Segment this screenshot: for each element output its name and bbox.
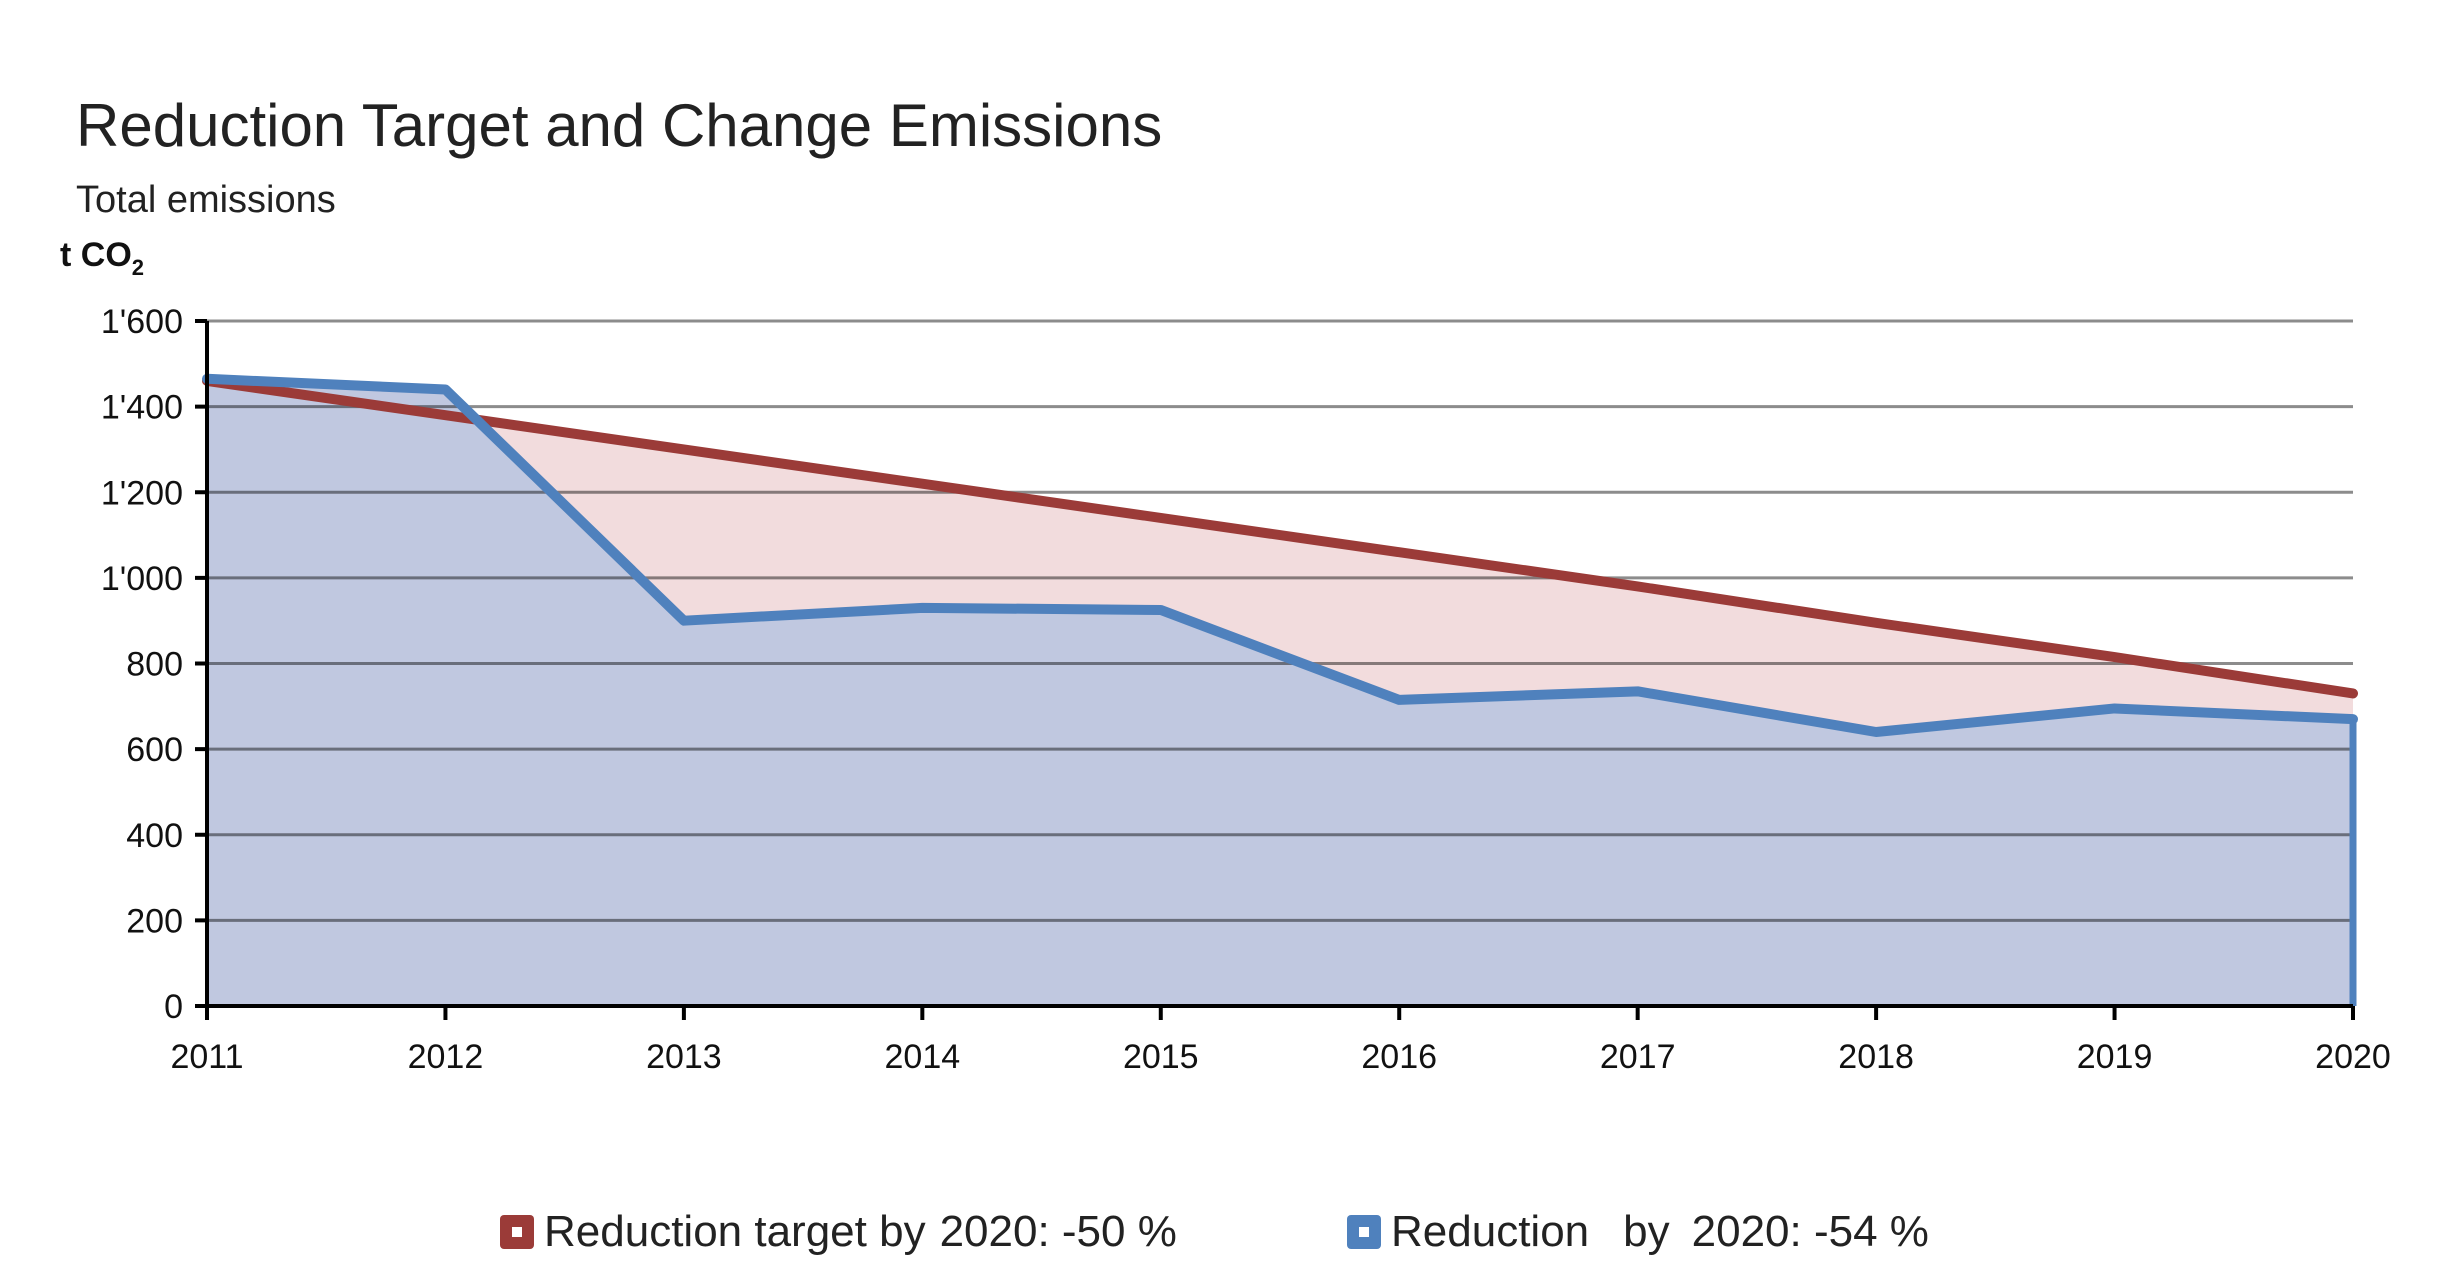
y-axis-unit: t CO2 bbox=[60, 236, 144, 280]
area-fill-actual bbox=[207, 378, 2353, 1006]
y-axis-unit-subscript: 2 bbox=[132, 255, 144, 280]
series-lines bbox=[202, 373, 2358, 1006]
legend-label-actual: Reduction by 2020: -54 % bbox=[1391, 1207, 1929, 1256]
x-tick-label: 2018 bbox=[1838, 1038, 1914, 1076]
y-tick-label: 400 bbox=[126, 817, 183, 855]
x-tick-label: 2012 bbox=[408, 1038, 484, 1076]
chart-subtitle: Total emissions bbox=[76, 179, 336, 221]
chart-title: Reduction Target and Change Emissions bbox=[76, 92, 1162, 159]
gridlines bbox=[207, 319, 2353, 922]
series-line-target bbox=[202, 375, 2358, 699]
x-tick-label: 2020 bbox=[2315, 1038, 2391, 1076]
y-tick-label: 200 bbox=[126, 902, 183, 940]
y-tick-labels: 0 200 400 600 800 1'000 1'200 1'400 1'600 bbox=[101, 303, 183, 1026]
legend-label-part: Reduction target by bbox=[544, 1207, 926, 1256]
axes bbox=[195, 319, 2355, 1020]
x-tick-label: 2017 bbox=[1600, 1038, 1676, 1076]
x-tick-label: 2016 bbox=[1361, 1038, 1437, 1076]
x-tick-label: 2013 bbox=[646, 1038, 722, 1076]
area-fills bbox=[207, 378, 2353, 1006]
legend-swatch-dot-actual bbox=[1359, 1227, 1369, 1237]
legend-label-part: by bbox=[1623, 1207, 1669, 1256]
legend-swatch-dot-target bbox=[512, 1227, 522, 1237]
x-tick-label: 2019 bbox=[2077, 1038, 2153, 1076]
y-tick-label: 800 bbox=[126, 646, 183, 684]
legend: Reduction target by 2020: -50 % Reduction b… bbox=[500, 1207, 1929, 1256]
y-tick-label: 1'400 bbox=[101, 389, 183, 427]
x-tick-label: 2014 bbox=[885, 1038, 961, 1076]
x-tick-label: 2011 bbox=[170, 1038, 243, 1076]
series-line-actual bbox=[202, 373, 2358, 737]
y-tick-label: 1'600 bbox=[101, 303, 183, 341]
legend-label-target: Reduction target by 2020: -50 % bbox=[544, 1207, 1177, 1256]
x-tick-labels: 2011 2012 2013 2014 2015 2016 2017 2018 2019 2020 bbox=[170, 1038, 2390, 1076]
y-tick-label: 0 bbox=[164, 988, 183, 1026]
legend-label-part: 2020: -50 % bbox=[940, 1207, 1177, 1256]
y-axis-unit-text: t CO bbox=[60, 236, 132, 274]
legend-label-part: Reduction bbox=[1391, 1207, 1589, 1256]
y-tick-label: 600 bbox=[126, 731, 183, 769]
y-tick-label: 1'000 bbox=[101, 560, 183, 598]
legend-label-part: 2020: -54 % bbox=[1692, 1207, 1929, 1256]
y-tick-label: 1'200 bbox=[101, 474, 183, 512]
x-tick-label: 2015 bbox=[1123, 1038, 1199, 1076]
